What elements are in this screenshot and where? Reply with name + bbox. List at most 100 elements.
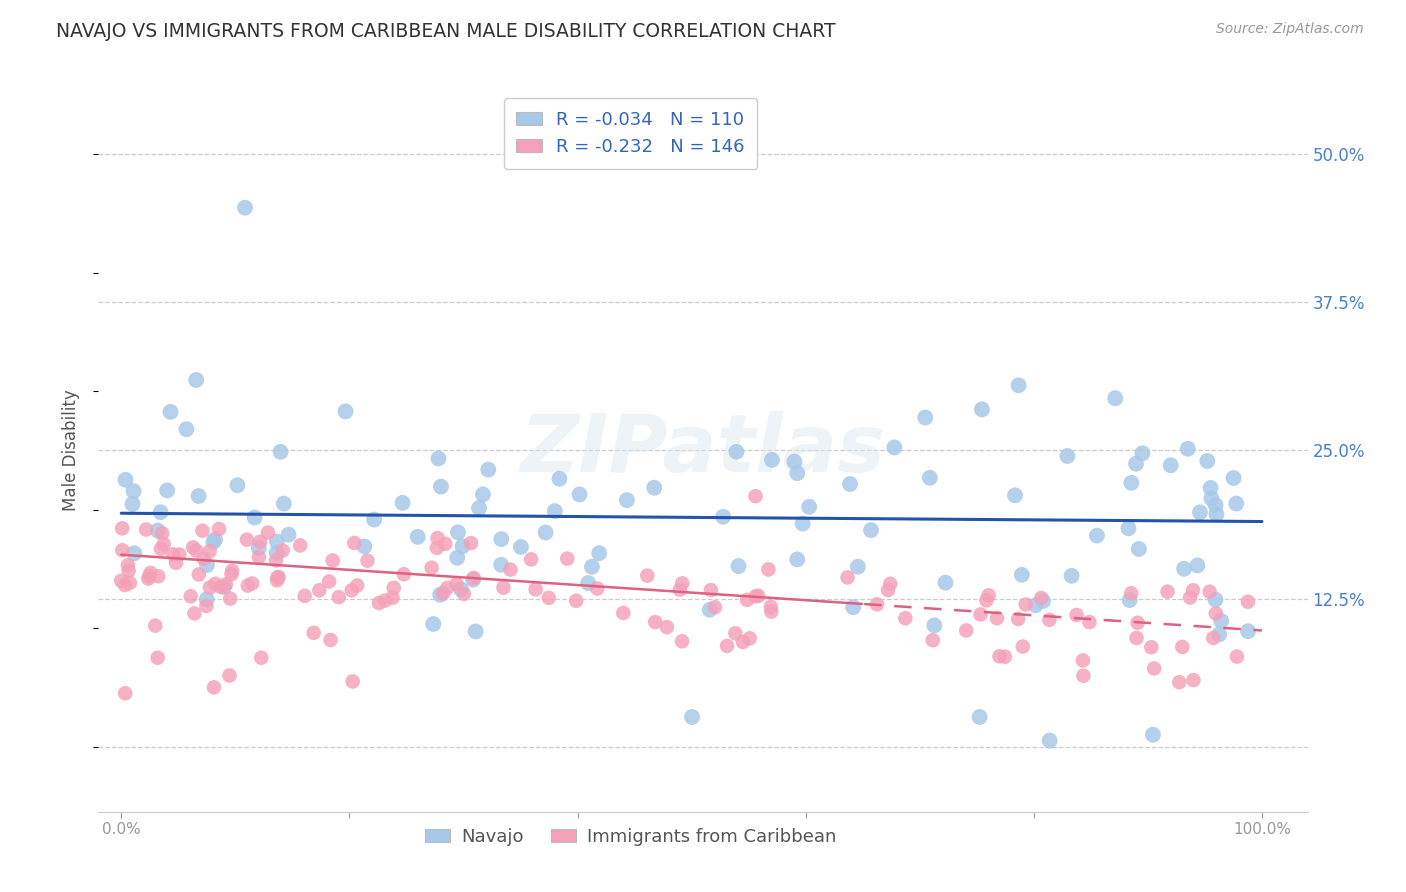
Point [181, 541, 204, 555]
Point [114, 578, 136, 592]
Point [1039, 733, 1062, 747]
Point [468, 501, 491, 516]
Text: ZIPatlas: ZIPatlas [520, 411, 886, 490]
Point [969, 710, 991, 724]
Point [1085, 528, 1108, 542]
Point [636, 568, 658, 582]
Point [184, 543, 207, 558]
Point [114, 686, 136, 700]
Point [221, 564, 243, 578]
Point [1031, 591, 1053, 605]
Point [894, 611, 917, 625]
Point [1066, 607, 1088, 622]
Point [226, 478, 249, 492]
Point [761, 605, 783, 619]
Point [464, 624, 486, 639]
Point [724, 626, 747, 640]
Point [1125, 631, 1147, 645]
Point [139, 566, 162, 580]
Point [524, 582, 547, 597]
Point [744, 489, 766, 503]
Point [427, 451, 450, 466]
Point [302, 625, 325, 640]
Point [986, 611, 1008, 625]
Point [422, 617, 444, 632]
Point [257, 525, 280, 540]
Point [1032, 594, 1054, 608]
Point [264, 553, 287, 567]
Point [180, 589, 202, 603]
Point [111, 521, 134, 535]
Point [1225, 496, 1247, 510]
Point [219, 591, 242, 606]
Point [1201, 491, 1223, 506]
Point [118, 564, 141, 578]
Point [1007, 612, 1029, 626]
Point [266, 534, 288, 549]
Point [363, 512, 385, 526]
Point [921, 633, 943, 648]
Point [581, 559, 603, 574]
Point [447, 525, 470, 540]
Point [758, 562, 780, 576]
Point [555, 551, 578, 566]
Point [738, 632, 761, 646]
Point [146, 524, 169, 538]
Point [1126, 615, 1149, 630]
Point [450, 582, 472, 597]
Point [426, 541, 449, 555]
Point [391, 496, 413, 510]
Point [799, 500, 821, 514]
Point [1121, 475, 1143, 490]
Point [1073, 669, 1095, 683]
Point [1182, 673, 1205, 687]
Point [1056, 449, 1078, 463]
Point [446, 577, 468, 591]
Point [429, 588, 451, 602]
Point [381, 591, 404, 605]
Point [195, 599, 218, 613]
Point [1071, 653, 1094, 667]
Point [247, 550, 270, 565]
Point [156, 483, 179, 498]
Point [976, 593, 998, 607]
Point [342, 674, 364, 689]
Point [837, 570, 859, 584]
Point [1177, 442, 1199, 456]
Point [1226, 649, 1249, 664]
Point [162, 547, 184, 561]
Point [186, 373, 208, 387]
Point [1078, 615, 1101, 629]
Point [135, 523, 157, 537]
Point [249, 534, 271, 549]
Point [711, 509, 734, 524]
Point [725, 445, 748, 459]
Point [218, 668, 240, 682]
Point [877, 583, 900, 598]
Point [499, 563, 522, 577]
Point [1024, 599, 1046, 613]
Point [420, 560, 443, 574]
Point [1198, 584, 1220, 599]
Point [1007, 378, 1029, 392]
Point [969, 607, 991, 622]
Point [786, 467, 808, 481]
Point [176, 422, 198, 436]
Point [977, 588, 1000, 602]
Point [247, 541, 270, 555]
Point [159, 405, 181, 419]
Point [114, 473, 136, 487]
Point [148, 569, 170, 583]
Point [491, 532, 513, 546]
Point [204, 576, 226, 591]
Point [1004, 488, 1026, 502]
Point [1205, 592, 1227, 607]
Point [1011, 640, 1033, 654]
Point [1205, 498, 1227, 512]
Point [1208, 627, 1230, 641]
Point [1211, 614, 1233, 628]
Point [436, 581, 458, 595]
Point [270, 445, 292, 459]
Point [1038, 613, 1060, 627]
Point [240, 576, 263, 591]
